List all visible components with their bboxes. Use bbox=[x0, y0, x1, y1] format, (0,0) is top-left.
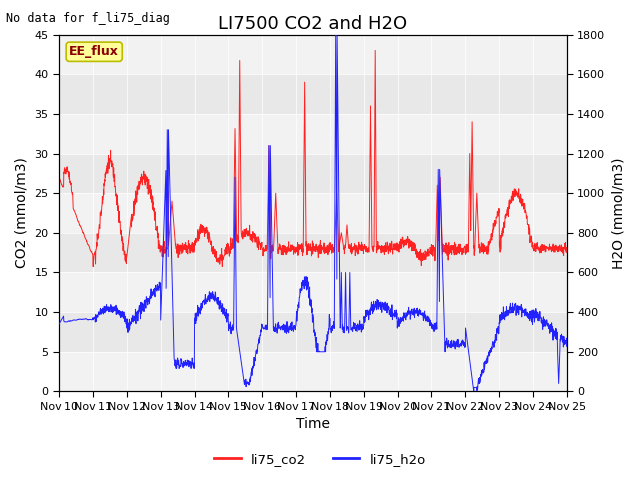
X-axis label: Time: Time bbox=[296, 418, 330, 432]
Text: No data for f_li75_diag: No data for f_li75_diag bbox=[6, 12, 170, 25]
Text: EE_flux: EE_flux bbox=[69, 45, 119, 58]
Bar bbox=[59, 273, 567, 312]
Bar bbox=[59, 35, 567, 74]
Y-axis label: H2O (mmol/m3): H2O (mmol/m3) bbox=[611, 157, 625, 269]
Y-axis label: CO2 (mmol/m3): CO2 (mmol/m3) bbox=[15, 157, 29, 268]
Legend: li75_co2, li75_h2o: li75_co2, li75_h2o bbox=[209, 447, 431, 471]
Bar bbox=[59, 352, 567, 391]
Bar bbox=[59, 193, 567, 233]
Title: LI7500 CO2 and H2O: LI7500 CO2 and H2O bbox=[218, 15, 408, 33]
Bar bbox=[59, 114, 567, 154]
